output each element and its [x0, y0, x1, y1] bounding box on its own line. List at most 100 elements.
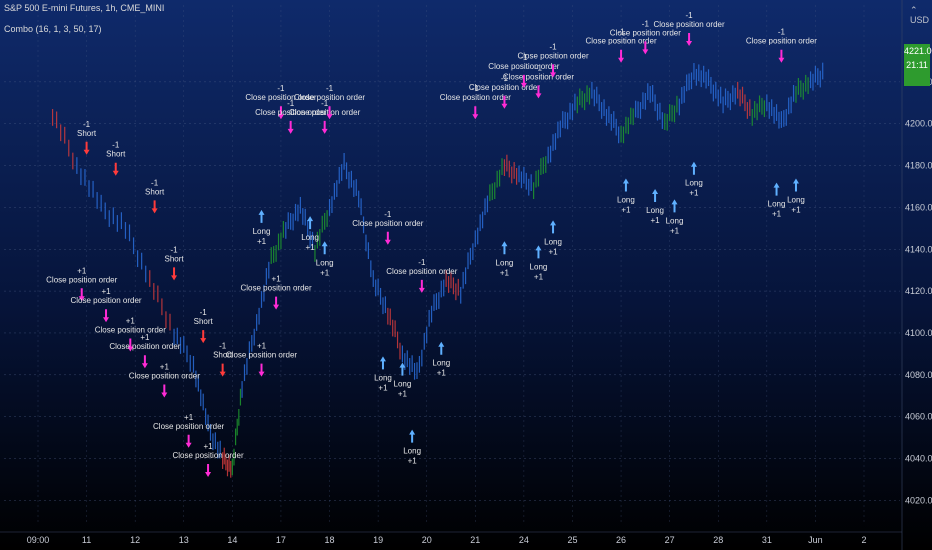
time-tick-label: 31 — [762, 535, 772, 545]
signal-value: +1 — [77, 266, 87, 275]
signal-value: -1 — [326, 84, 334, 93]
bar-countdown: 21:11 — [906, 60, 928, 70]
time-tick-label: 20 — [422, 535, 432, 545]
signal-label: Close position order — [172, 451, 243, 460]
short-arrow-icon — [151, 200, 158, 214]
time-axis[interactable]: 09:00 11 12 13 14 17 18 19 20 21 24 25 26 27 28 31 Jun 2 — [0, 531, 902, 545]
signal-value: +1 — [670, 226, 680, 235]
time-tick-label: 12 — [130, 535, 140, 545]
signal-value: +1 — [408, 457, 418, 466]
grid-lines — [4, 5, 900, 525]
signal-label: Close position order — [610, 28, 681, 37]
signal-label: Short — [145, 187, 165, 196]
currency-caret-icon: ⌃ — [910, 5, 918, 15]
long-arrow-icon — [622, 178, 629, 192]
signal-label: Close position order — [352, 219, 423, 228]
signal-label: Close position order — [289, 108, 360, 117]
price-tick-label: 4160.00 — [905, 202, 932, 212]
long-arrow-icon — [258, 209, 265, 223]
price-axis[interactable]: 4020.00 4040.00 4060.00 4080.00 4100.00 4120.… — [901, 0, 932, 550]
signal-label: Long — [646, 206, 664, 215]
signal-value: +1 — [378, 383, 388, 392]
signal-value: -1 — [686, 11, 694, 20]
signal-value: +1 — [651, 216, 661, 225]
signal-label: Long — [496, 258, 514, 267]
close-order-icon — [535, 85, 542, 99]
long-arrow-icon — [399, 362, 406, 376]
close-order-icon — [127, 338, 134, 352]
signal-value: -1 — [520, 53, 528, 62]
signal-value: +1 — [140, 333, 150, 342]
long-arrow-icon — [792, 178, 799, 192]
close-order-icon — [258, 363, 265, 377]
signal-label: Close position order — [245, 93, 316, 102]
signal-value: +1 — [500, 268, 510, 277]
signal-label: Long — [685, 179, 703, 188]
signal-value: +1 — [791, 205, 801, 214]
close-order-icon — [778, 49, 785, 63]
signal-value: +1 — [534, 272, 544, 281]
time-tick-label: 19 — [373, 535, 383, 545]
close-order-icon — [273, 296, 280, 310]
signal-value: +1 — [772, 210, 782, 219]
signal-label: Long — [374, 373, 392, 382]
close-order-icon — [205, 464, 212, 478]
close-order-icon — [185, 434, 192, 448]
signal-value: +1 — [184, 413, 194, 422]
signal-label: Long — [787, 195, 805, 204]
time-tick-label: 21 — [470, 535, 480, 545]
price-tick-label: 4200.00 — [905, 119, 932, 129]
signal-label: Close position order — [294, 93, 365, 102]
signal-label: Long — [666, 216, 684, 225]
signal-value: +1 — [126, 317, 136, 326]
signal-value: +1 — [320, 268, 330, 277]
long-arrow-icon — [652, 188, 659, 202]
signal-label: Close position order — [241, 284, 312, 293]
study-label[interactable]: Combo (16, 1, 3, 50, 17) — [4, 24, 102, 34]
signal-label: Close position order — [585, 37, 656, 46]
signal-value: -1 — [321, 99, 329, 108]
signal-value: -1 — [112, 141, 120, 150]
time-tick-label: 27 — [665, 535, 675, 545]
symbol-title[interactable]: S&P 500 E-mini Futures, 1h, CME_MINI — [4, 3, 165, 13]
signal-value: +1 — [160, 363, 170, 372]
long-arrow-icon — [438, 341, 445, 355]
signal-value: +1 — [548, 247, 558, 256]
signal-label: Long — [617, 195, 635, 204]
close-order-icon — [287, 120, 294, 134]
signal-value: +1 — [257, 342, 267, 351]
long-arrow-icon — [307, 216, 314, 230]
signal-label: Close position order — [654, 20, 725, 29]
signal-label: Close position order — [109, 342, 180, 351]
long-arrow-icon — [501, 241, 508, 255]
long-arrow-icon — [773, 182, 780, 196]
time-tick-label: 13 — [179, 535, 189, 545]
price-tick-label: 4180.00 — [905, 161, 932, 171]
signal-label: Long — [768, 200, 786, 209]
signal-label: Long — [301, 233, 319, 242]
close-order-icon — [686, 33, 693, 46]
close-order-icon — [326, 106, 333, 120]
signal-value: +1 — [257, 237, 267, 246]
signal-label: Close position order — [70, 296, 141, 305]
close-order-icon — [321, 120, 328, 134]
time-tick-label: 18 — [325, 535, 335, 545]
signal-label: Close position order — [746, 37, 817, 46]
signal-label: Long — [530, 262, 548, 271]
close-order-icon — [277, 106, 284, 120]
currency-label: ⌃ USD — [910, 5, 929, 25]
signal-label: Close position order — [488, 62, 559, 71]
long-arrow-icon — [550, 220, 557, 234]
signal-value: +1 — [398, 390, 408, 399]
time-tick-label: 11 — [82, 535, 91, 545]
signal-label: Close position order — [517, 51, 588, 60]
long-arrow-icon — [409, 429, 416, 443]
signal-label: Long — [544, 237, 562, 246]
signal-value: -1 — [277, 84, 285, 93]
time-tick-label: 24 — [519, 535, 529, 545]
signal-value: -1 — [384, 210, 392, 219]
short-arrow-icon — [219, 363, 226, 377]
signal-value: -1 — [778, 28, 786, 37]
signal-label: Short — [77, 129, 97, 138]
